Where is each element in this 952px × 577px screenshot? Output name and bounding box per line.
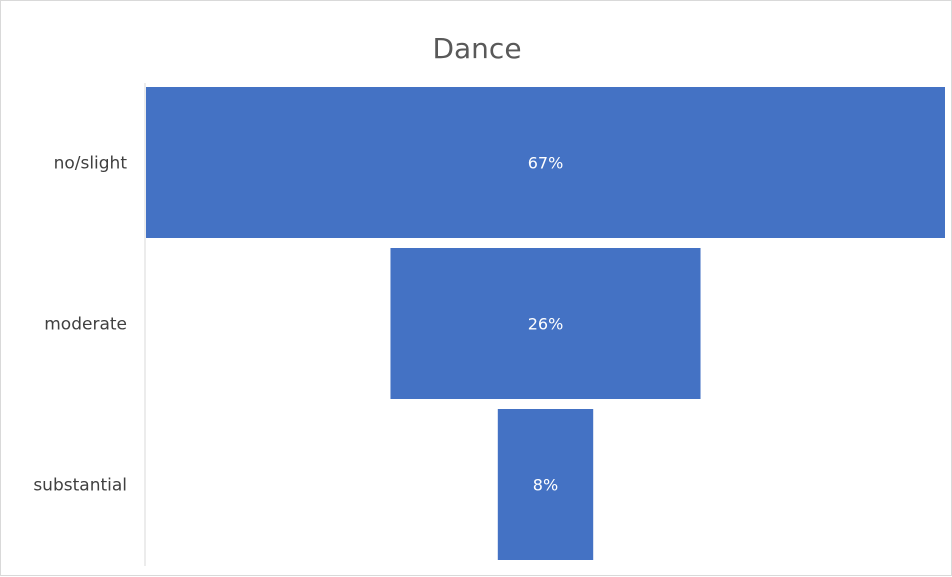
bars-layer bbox=[146, 87, 945, 560]
value-labels-layer: 67% 26% 8% bbox=[528, 154, 564, 495]
value-label-2: 8% bbox=[533, 476, 558, 495]
category-label-0: no/slight bbox=[54, 154, 128, 174]
category-label-1: moderate bbox=[44, 315, 127, 335]
value-label-0: 67% bbox=[528, 154, 564, 173]
chart-title: Dance bbox=[432, 32, 521, 65]
funnel-bar-2 bbox=[497, 409, 594, 560]
funnel-bar-0 bbox=[146, 87, 945, 238]
value-label-1: 26% bbox=[528, 315, 564, 334]
category-labels-layer: no/slight moderate substantial bbox=[33, 154, 127, 496]
funnel-bar-1 bbox=[390, 248, 701, 399]
category-label-2: substantial bbox=[33, 476, 127, 496]
